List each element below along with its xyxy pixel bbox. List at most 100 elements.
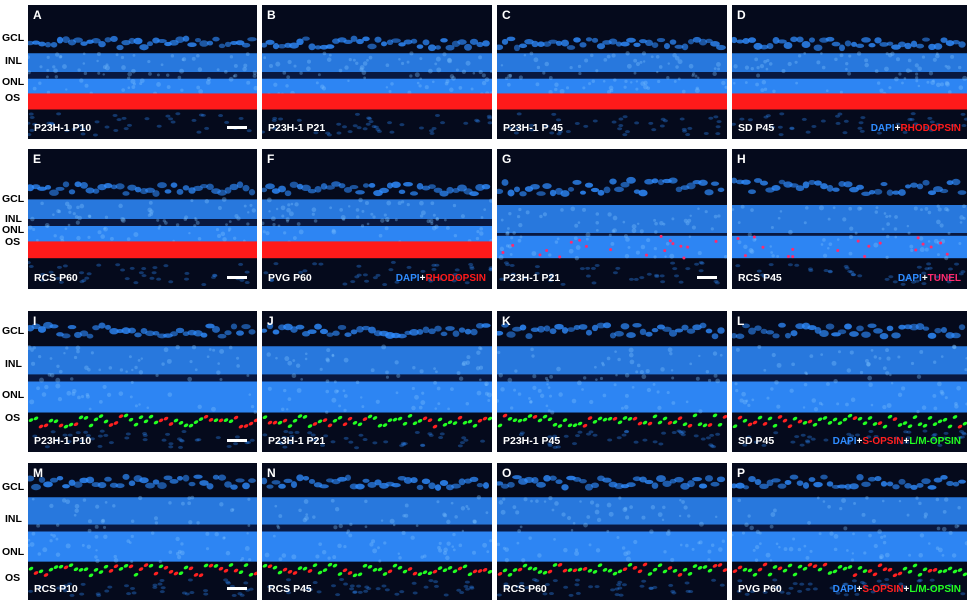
panel-letter: L [737,314,745,328]
panel-letter: F [267,152,275,166]
micrograph-image [732,474,967,597]
scale-bar [227,587,247,590]
micrograph-image [497,176,727,286]
panel-g: G P23H-1 P21 [497,149,727,289]
stain-legend: DAPI+S-OPSIN+L/M-OPSIN [833,584,961,595]
panel-letter: M [33,466,43,480]
panel-caption: P23H-1 P21 [268,435,326,447]
panel-letter: K [502,314,511,328]
micrograph-image [497,322,727,449]
stain-legend-item: L/M-OPSIN [909,584,961,595]
panel-caption: PVG P60 [268,272,312,284]
panel-e: E RCS P60 [28,149,257,289]
micrograph-image [262,474,492,597]
micrograph-image [497,475,727,597]
stain-legend-item: + [856,584,863,595]
panel-k: K P23H-1 P45 [497,311,727,452]
stain-legend-item: DAPI [832,436,857,447]
panel-caption: P23H-1 P10 [34,435,92,447]
scale-bar [697,276,717,279]
panel-letter: I [33,314,37,328]
panel-caption: RCS P60 [34,272,78,284]
layer-label-inl: INL [5,358,22,370]
panel-l: L SD P45 DAPI+S-OPSIN+L/M-OPSIN [732,311,967,452]
panel-caption: RCS P45 [268,583,312,595]
micrograph-image [732,322,967,447]
stain-legend-item: RHODOPSIN [425,273,486,284]
panel-letter: H [737,152,746,166]
panel-letter: G [502,152,512,166]
panel-p: P PVG P60 DAPI+S-OPSIN+L/M-OPSIN [732,463,967,600]
panel-letter: E [33,152,42,166]
stain-legend-item: L/M-OPSIN [909,436,961,447]
panel-caption: SD P45 [738,122,775,134]
micrograph-image [28,35,257,137]
panel-n: N RCS P45 [262,463,492,600]
layer-label-os: OS [5,92,21,104]
scale-bar [227,126,247,129]
stain-legend-item: DAPI [395,273,420,284]
panel-d: D SD P45 DAPI+RHODOPSIN [732,5,967,139]
panel-letter: O [502,466,512,480]
micrograph-image [28,473,257,597]
panel-j: J P23H-1 P21 [262,311,492,452]
micrograph-image [28,321,257,449]
layer-label-inl: INL [5,213,22,225]
panel-c: C P23H-1 P 45 [497,5,727,139]
stain-legend: DAPI+S-OPSIN+L/M-OPSIN [833,436,961,447]
stain-legend-item: DAPI [870,123,895,134]
stain-legend-item: + [894,123,901,134]
layer-label-onl: ONL [2,389,25,401]
stain-legend-item: + [903,436,910,447]
micrograph-image [262,322,492,450]
panel-letter: N [267,466,276,480]
layer-label-gcl: GCL [2,481,25,493]
stain-legend: DAPI+TUNEL [898,273,961,284]
layer-label-gcl: GCL [2,32,25,44]
panel-letter: A [33,8,42,22]
layer-label-os: OS [5,236,21,248]
micrograph-image [732,177,967,286]
panel-f: F PVG P60 DAPI+RHODOPSIN [262,149,492,289]
stain-legend-item: + [921,273,928,284]
layer-label-os: OS [5,412,21,424]
stain-legend-item: RHODOPSIN [900,123,961,134]
scale-bar [227,276,247,279]
panel-letter: D [737,8,746,22]
panel-caption: P23H-1 P21 [503,272,561,284]
panel-caption: P23H-1 P 45 [503,122,563,134]
layer-label-gcl: GCL [2,325,25,337]
panel-letter: B [267,8,276,22]
stain-legend: DAPI+RHODOPSIN [396,273,486,284]
panel-caption: P23H-1 P10 [34,122,92,134]
panel-i: I P23H-1 P10 [28,311,257,452]
stain-legend: DAPI+RHODOPSIN [871,123,961,134]
layer-label-onl: ONL [2,224,25,236]
panel-m: M RCS P10 [28,463,257,600]
layer-label-inl: INL [5,513,22,525]
micrograph-image [732,36,967,137]
micrograph-image [262,35,492,137]
micrograph-image [497,36,727,137]
panel-caption: SD P45 [738,435,775,447]
panel-caption: RCS P45 [738,272,782,284]
stain-legend-item: S-OPSIN [862,584,904,595]
panel-h: H RCS P45 DAPI+TUNEL [732,149,967,289]
panel-caption: P23H-1 P45 [503,435,561,447]
layer-label-os: OS [5,572,21,584]
stain-legend-item: + [903,584,910,595]
panel-letter: P [737,466,746,480]
panel-letter: C [502,8,511,22]
micrograph-image [262,181,492,287]
scale-bar [227,439,247,442]
panel-caption: PVG P60 [738,583,782,595]
panel-caption: RCS P60 [503,583,547,595]
stain-legend-item: DAPI [832,584,857,595]
micrograph-image [28,181,257,287]
layer-label-inl: INL [5,55,22,67]
layer-label-onl: ONL [2,76,25,88]
panel-caption: P23H-1 P21 [268,122,326,134]
stain-legend-item: + [419,273,426,284]
stain-legend-item: + [856,436,863,447]
stain-legend-item: S-OPSIN [862,436,904,447]
